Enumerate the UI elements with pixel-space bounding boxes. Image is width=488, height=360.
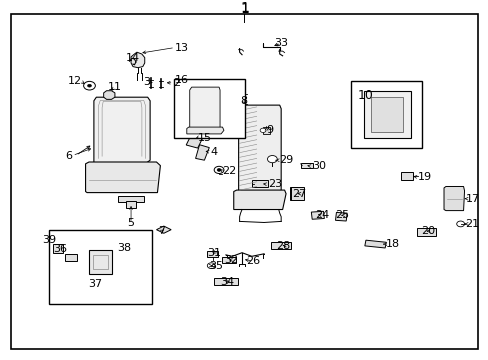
Polygon shape (189, 87, 220, 129)
Circle shape (217, 168, 221, 171)
Polygon shape (195, 145, 209, 160)
Text: 13: 13 (175, 42, 189, 53)
Polygon shape (131, 52, 144, 68)
Text: 18: 18 (386, 239, 400, 249)
Text: 8: 8 (240, 96, 246, 106)
Text: 36: 36 (53, 244, 67, 254)
Text: 10: 10 (357, 89, 373, 102)
Bar (263, 127, 269, 134)
Bar (301, 163, 313, 168)
Bar (335, 212, 346, 221)
Text: 26: 26 (246, 256, 260, 266)
Bar (364, 240, 386, 248)
Text: 33: 33 (274, 38, 287, 48)
Bar (88, 251, 112, 274)
Bar (350, 81, 421, 148)
Circle shape (206, 130, 212, 135)
Text: 30: 30 (311, 161, 325, 171)
Text: 20: 20 (420, 226, 434, 236)
Polygon shape (94, 97, 150, 163)
Text: 16: 16 (175, 75, 188, 85)
Text: 11: 11 (108, 82, 122, 92)
Text: 5: 5 (127, 218, 134, 228)
Text: 14: 14 (126, 53, 140, 63)
Text: 9: 9 (266, 125, 273, 135)
Text: 34: 34 (220, 276, 234, 287)
Bar (93, 255, 107, 269)
Circle shape (368, 122, 374, 126)
Text: 28: 28 (276, 240, 290, 251)
Polygon shape (85, 162, 160, 193)
Circle shape (260, 128, 265, 132)
Bar (64, 254, 77, 261)
Text: 25: 25 (335, 210, 348, 220)
Polygon shape (238, 105, 281, 192)
Text: 35: 35 (209, 261, 223, 271)
Text: 29: 29 (278, 155, 292, 165)
Polygon shape (103, 91, 115, 99)
Bar (371, 97, 402, 131)
Polygon shape (443, 186, 464, 211)
Bar (400, 172, 412, 180)
Bar (252, 180, 267, 187)
Text: 23: 23 (267, 179, 282, 189)
Bar (118, 196, 144, 202)
Text: 4: 4 (210, 147, 217, 157)
Circle shape (399, 122, 405, 126)
Circle shape (87, 84, 91, 87)
Bar (222, 257, 235, 263)
Text: 7: 7 (158, 226, 164, 236)
Text: 27: 27 (291, 189, 306, 199)
Text: 17: 17 (465, 194, 479, 204)
Text: 6: 6 (65, 150, 72, 161)
Text: 32: 32 (224, 255, 237, 265)
Text: 12: 12 (68, 76, 82, 86)
Bar (363, 91, 410, 138)
Text: 15: 15 (198, 132, 212, 143)
Circle shape (214, 166, 224, 174)
Bar (311, 211, 324, 219)
Text: 1: 1 (240, 1, 248, 15)
Bar (49, 230, 151, 304)
Text: 19: 19 (417, 172, 431, 182)
Bar (126, 201, 136, 208)
Text: 2: 2 (173, 78, 181, 88)
Bar (213, 278, 238, 285)
Circle shape (91, 266, 96, 270)
Text: 3: 3 (143, 77, 150, 87)
Text: 37: 37 (88, 279, 102, 289)
Text: 21: 21 (465, 219, 479, 229)
Text: 31: 31 (207, 248, 221, 258)
Bar (173, 79, 245, 138)
Polygon shape (233, 190, 285, 210)
Circle shape (267, 156, 277, 163)
Circle shape (83, 81, 95, 90)
Circle shape (104, 266, 109, 270)
Text: 39: 39 (42, 235, 56, 246)
Circle shape (456, 221, 464, 227)
Bar (207, 251, 218, 257)
Text: 22: 22 (222, 166, 236, 176)
Polygon shape (156, 226, 171, 233)
Polygon shape (186, 127, 224, 134)
Text: 24: 24 (314, 210, 328, 220)
Bar (53, 244, 62, 253)
Bar (290, 187, 304, 200)
Bar (186, 134, 203, 148)
Circle shape (97, 278, 103, 283)
Text: 1: 1 (240, 2, 248, 16)
Bar (416, 228, 435, 236)
Bar (271, 242, 290, 249)
Text: 38: 38 (118, 243, 131, 253)
Circle shape (207, 263, 215, 269)
